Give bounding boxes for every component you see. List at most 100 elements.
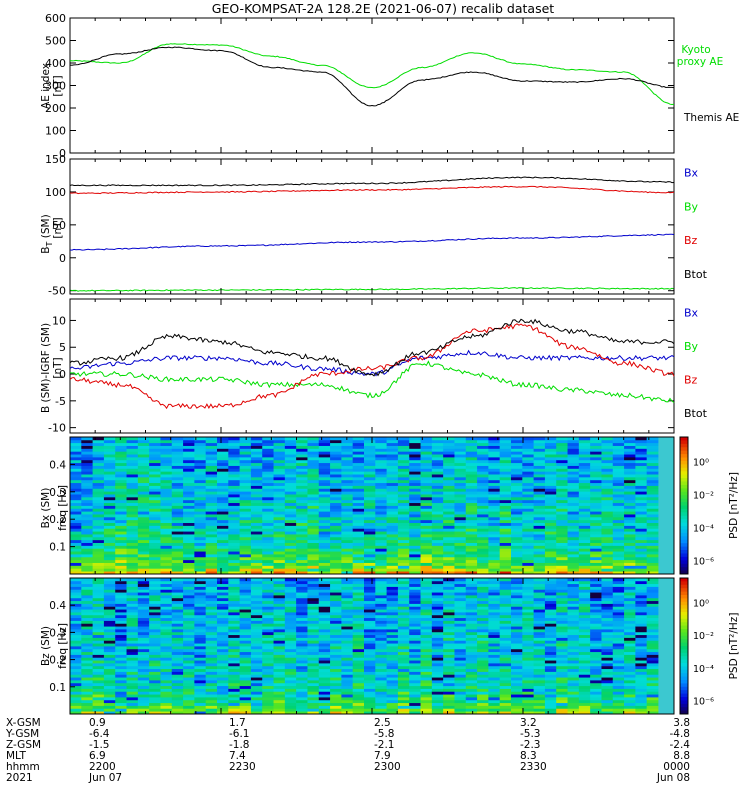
bx-cell bbox=[567, 499, 580, 504]
bz-cell bbox=[544, 595, 557, 599]
bz-cell bbox=[318, 665, 331, 670]
bx-cell bbox=[70, 522, 82, 526]
bx-cell bbox=[149, 548, 161, 552]
bz-cell bbox=[511, 682, 523, 687]
bx-cell bbox=[578, 494, 591, 498]
bz-cell bbox=[296, 651, 308, 655]
bx-cell bbox=[635, 505, 648, 509]
bz-cell bbox=[183, 580, 195, 585]
bz-cell bbox=[194, 583, 207, 587]
bx-cell bbox=[262, 462, 274, 466]
bx-cell bbox=[420, 562, 433, 566]
bz-cell bbox=[578, 634, 591, 638]
bx-cell bbox=[352, 554, 365, 558]
bx-cell bbox=[454, 496, 467, 501]
bz-cell bbox=[205, 617, 218, 621]
bz-cell bbox=[228, 702, 241, 706]
bx-cell bbox=[239, 559, 252, 563]
bz-cell bbox=[499, 648, 512, 653]
bz-cell bbox=[420, 631, 433, 636]
bx-cell bbox=[103, 542, 116, 546]
bz-cell bbox=[601, 592, 614, 596]
bx-cell bbox=[115, 465, 127, 469]
bx-cell bbox=[431, 525, 444, 529]
bz-cell bbox=[330, 643, 342, 647]
bx-cell bbox=[330, 514, 342, 518]
bx-cell bbox=[375, 551, 388, 555]
bx-cell bbox=[567, 554, 580, 558]
bz-cell bbox=[205, 708, 218, 712]
bz-cell bbox=[217, 685, 229, 689]
bz-cell bbox=[81, 677, 94, 681]
bx-cell bbox=[217, 499, 229, 504]
bx-cell bbox=[533, 516, 546, 521]
bx-cell bbox=[307, 525, 320, 529]
bz-cell bbox=[544, 623, 557, 627]
bz-cell bbox=[341, 620, 354, 624]
bz-cell bbox=[341, 606, 354, 610]
bz-cell bbox=[273, 663, 286, 667]
bz-cell bbox=[171, 589, 184, 593]
bx-cell bbox=[92, 556, 105, 561]
bx-cell bbox=[375, 571, 388, 575]
bx-cell bbox=[341, 514, 354, 518]
bz-cell bbox=[397, 629, 410, 633]
bz-cell bbox=[81, 603, 94, 607]
bx-cell bbox=[194, 468, 207, 472]
bx-cell bbox=[149, 468, 161, 472]
bx-cell bbox=[612, 465, 625, 469]
bz-cell bbox=[250, 603, 263, 607]
bx-cell bbox=[431, 505, 444, 509]
bz-cell bbox=[171, 665, 184, 670]
bz-cell bbox=[92, 682, 105, 687]
bx-cell bbox=[556, 462, 568, 466]
bx-colorbar-step bbox=[680, 464, 688, 469]
bz-cell bbox=[420, 614, 433, 619]
bx-cell bbox=[250, 505, 263, 509]
bz-cell bbox=[250, 711, 263, 715]
bx-cell bbox=[646, 445, 659, 449]
bz-cell bbox=[250, 614, 263, 619]
bx-cell bbox=[352, 545, 365, 549]
bz-cell bbox=[194, 597, 207, 602]
bx-cell bbox=[239, 554, 252, 558]
bx-cell bbox=[171, 442, 184, 446]
bz-cell bbox=[465, 697, 478, 701]
bx-cell bbox=[70, 442, 82, 446]
bx-cell bbox=[250, 531, 263, 535]
bx-cell bbox=[250, 482, 263, 486]
bx-cell bbox=[183, 482, 195, 486]
bz-cell bbox=[533, 688, 546, 692]
bx-cell bbox=[103, 485, 116, 489]
bx-cell bbox=[273, 439, 286, 444]
bz-cell bbox=[533, 606, 546, 610]
bz-cell bbox=[126, 705, 139, 709]
bx-cell bbox=[556, 479, 568, 484]
bz-cell bbox=[341, 697, 354, 701]
bz-cell bbox=[81, 702, 94, 706]
bz-cell bbox=[239, 620, 252, 624]
bz-cell bbox=[499, 617, 512, 621]
bx-cell bbox=[612, 542, 625, 546]
bx-cell bbox=[239, 479, 252, 484]
bx-cell bbox=[375, 565, 388, 569]
bz-cell bbox=[556, 643, 568, 647]
bx-cell bbox=[137, 556, 150, 561]
bz-cell bbox=[488, 657, 501, 661]
bx-cell bbox=[103, 525, 116, 529]
bz-cell bbox=[364, 609, 376, 613]
bx-cell bbox=[126, 496, 139, 501]
bz-cell bbox=[103, 592, 116, 596]
bz-cell bbox=[81, 694, 94, 698]
bx-cell bbox=[273, 471, 286, 475]
bz-cell bbox=[567, 677, 580, 681]
bx-cell bbox=[443, 491, 455, 495]
bx-cell bbox=[431, 514, 444, 518]
bx-cell bbox=[646, 539, 659, 543]
bz-cell bbox=[183, 589, 195, 593]
bx-cell bbox=[420, 502, 433, 506]
bx-cell bbox=[205, 442, 218, 446]
bx-cell bbox=[601, 471, 614, 475]
bx-cell bbox=[273, 536, 286, 541]
bx-cell bbox=[250, 516, 263, 521]
